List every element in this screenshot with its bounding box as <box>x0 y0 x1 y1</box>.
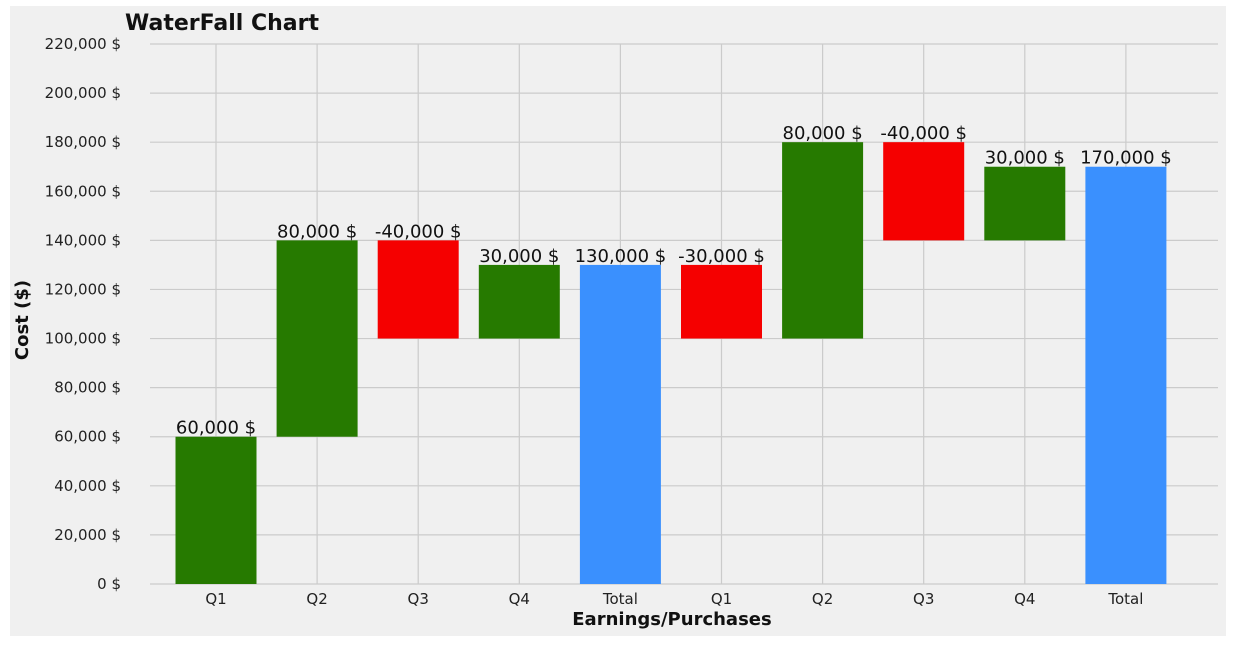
y-tick-label: 120,000 $ <box>45 280 121 298</box>
bar-value-label: 130,000 $ <box>575 246 667 267</box>
bar-value-label: -40,000 $ <box>880 123 967 144</box>
y-tick-label: 200,000 $ <box>45 84 121 102</box>
chart-canvas: 60,000 $ 80,000 $ -40,000 $ 30,000 $ 130,000… <box>12 11 1218 630</box>
data-labels-layer: 60,000 $ 80,000 $ -40,000 $ 30,000 $ 130,000… <box>176 123 1172 439</box>
bar-increase <box>984 166 1066 241</box>
y-tick-label: 180,000 $ <box>45 133 121 151</box>
x-tick-label: Q4 <box>509 590 530 608</box>
bar-value-label: 80,000 $ <box>277 221 357 242</box>
y-tick-label: 100,000 $ <box>45 330 121 348</box>
y-axis-ticks: 0 $ 20,000 $ 40,000 $ 60,000 $ 80,000 $ 100,0… <box>45 35 121 593</box>
y-axis-title: Cost ($) <box>12 280 33 360</box>
bar-value-label: -40,000 $ <box>375 221 462 242</box>
bar-value-label: 30,000 $ <box>479 246 559 267</box>
x-tick-label: Total <box>1107 590 1143 608</box>
bar-value-label: 60,000 $ <box>176 418 256 439</box>
bar-increase <box>276 240 358 437</box>
x-tick-label: Q1 <box>205 590 226 608</box>
bar-increase <box>782 142 864 339</box>
chart-title: WaterFall Chart <box>125 11 319 36</box>
waterfall-chart: 60,000 $ 80,000 $ -40,000 $ 30,000 $ 130,000… <box>10 6 1226 636</box>
bar-value-label: 80,000 $ <box>783 123 863 144</box>
bar-increase <box>478 264 560 339</box>
x-axis-ticks: Q1 Q2 Q3 Q4 Total Q1 Q2 Q3 Q4 Total <box>205 590 1143 608</box>
x-tick-label: Q2 <box>812 590 833 608</box>
bars-layer <box>175 142 1167 584</box>
y-tick-label: 20,000 $ <box>54 526 121 544</box>
bar-decrease <box>883 142 965 241</box>
bar-value-label: 170,000 $ <box>1080 148 1172 169</box>
y-tick-label: 140,000 $ <box>45 231 121 249</box>
x-tick-label: Q3 <box>913 590 934 608</box>
x-tick-label: Total <box>602 590 638 608</box>
y-tick-label: 0 $ <box>97 575 121 593</box>
bar-decrease <box>681 264 762 339</box>
bar-total <box>579 264 661 584</box>
y-tick-label: 220,000 $ <box>45 35 121 53</box>
x-tick-label: Q4 <box>1014 590 1035 608</box>
bar-increase <box>175 436 257 584</box>
y-tick-label: 160,000 $ <box>45 182 121 200</box>
x-tick-label: Q2 <box>306 590 327 608</box>
x-axis-title: Earnings/Purchases <box>572 609 771 630</box>
y-tick-label: 40,000 $ <box>54 477 121 495</box>
bar-total <box>1085 166 1167 584</box>
x-tick-label: Q1 <box>711 590 732 608</box>
bar-value-label: -30,000 $ <box>678 246 765 267</box>
y-tick-label: 80,000 $ <box>54 379 121 397</box>
y-tick-label: 60,000 $ <box>54 428 121 446</box>
bar-decrease <box>377 240 459 339</box>
x-tick-label: Q3 <box>408 590 429 608</box>
bar-value-label: 30,000 $ <box>985 148 1065 169</box>
